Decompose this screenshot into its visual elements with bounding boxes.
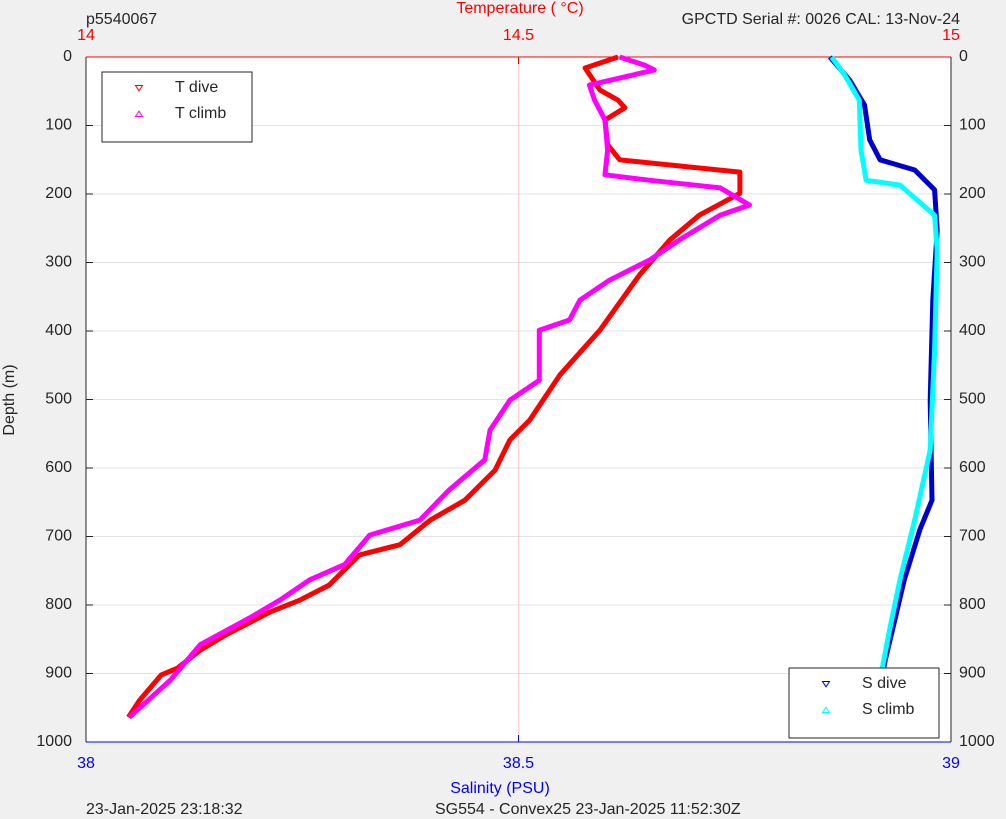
y-tick-label: 200 — [959, 185, 986, 202]
y-tick-label: 800 — [45, 596, 72, 613]
y-tick-label: 100 — [959, 117, 986, 134]
legend-marker — [134, 85, 144, 92]
y-tick-label: 500 — [45, 391, 72, 408]
y-tick-label: 700 — [959, 528, 986, 545]
x-top-label: Temperature ( °C) — [456, 0, 583, 17]
y-tick-label: 300 — [45, 254, 72, 271]
x-top-tick-label: 14 — [77, 27, 95, 44]
x-top-tick-label: 14.5 — [503, 27, 534, 44]
legend-marker — [821, 681, 831, 688]
y-tick-label: 200 — [45, 185, 72, 202]
legend: T dive T climb — [101, 71, 253, 143]
legend-label: S climb — [862, 701, 915, 718]
title-right: GPCTD Serial #: 0026 CAL: 13-Nov-24 — [682, 11, 960, 28]
y-tick-label: 1000 — [36, 733, 72, 750]
x-label: Salinity (PSU) — [450, 780, 550, 797]
x-tick-label: 38.5 — [503, 755, 534, 772]
footer-right: SG554 - Convex25 23-Jan-2025 11:52:30Z — [435, 801, 741, 818]
legend-marker — [134, 110, 144, 117]
y-tick-label: 600 — [959, 459, 986, 476]
legend-label: T dive — [175, 79, 218, 96]
x-top-tick-label: 15 — [942, 27, 960, 44]
y-tick-label: 500 — [959, 391, 986, 408]
legend-marker — [821, 706, 831, 713]
legend-label: T climb — [175, 105, 226, 122]
series-line — [127, 54, 752, 720]
legend: S dive S climb — [788, 667, 940, 739]
y-tick-label: 800 — [959, 596, 986, 613]
footer-left: 23-Jan-2025 23:18:32 — [86, 801, 243, 818]
legend-box — [101, 71, 253, 143]
x-tick-label: 39 — [942, 755, 960, 772]
y-tick-label: 100 — [45, 117, 72, 134]
series-line — [829, 55, 940, 718]
y-tick-label: 900 — [959, 665, 986, 682]
y-tick-label: 300 — [959, 254, 986, 271]
y-tick-label: 0 — [63, 48, 72, 65]
y-tick-label: 400 — [959, 322, 986, 339]
y-tick-label: 600 — [45, 459, 72, 476]
title-left: p5540067 — [86, 11, 157, 28]
y-tick-label: 400 — [45, 322, 72, 339]
y-tick-label: 900 — [45, 665, 72, 682]
legend-box — [788, 667, 940, 739]
y-tick-label: 1000 — [959, 733, 995, 750]
y-tick-label: 700 — [45, 528, 72, 545]
y-label: Depth (m) — [1, 364, 18, 435]
legend-label: S dive — [862, 675, 907, 692]
x-tick-label: 38 — [77, 755, 95, 772]
y-tick-label: 0 — [959, 48, 968, 65]
